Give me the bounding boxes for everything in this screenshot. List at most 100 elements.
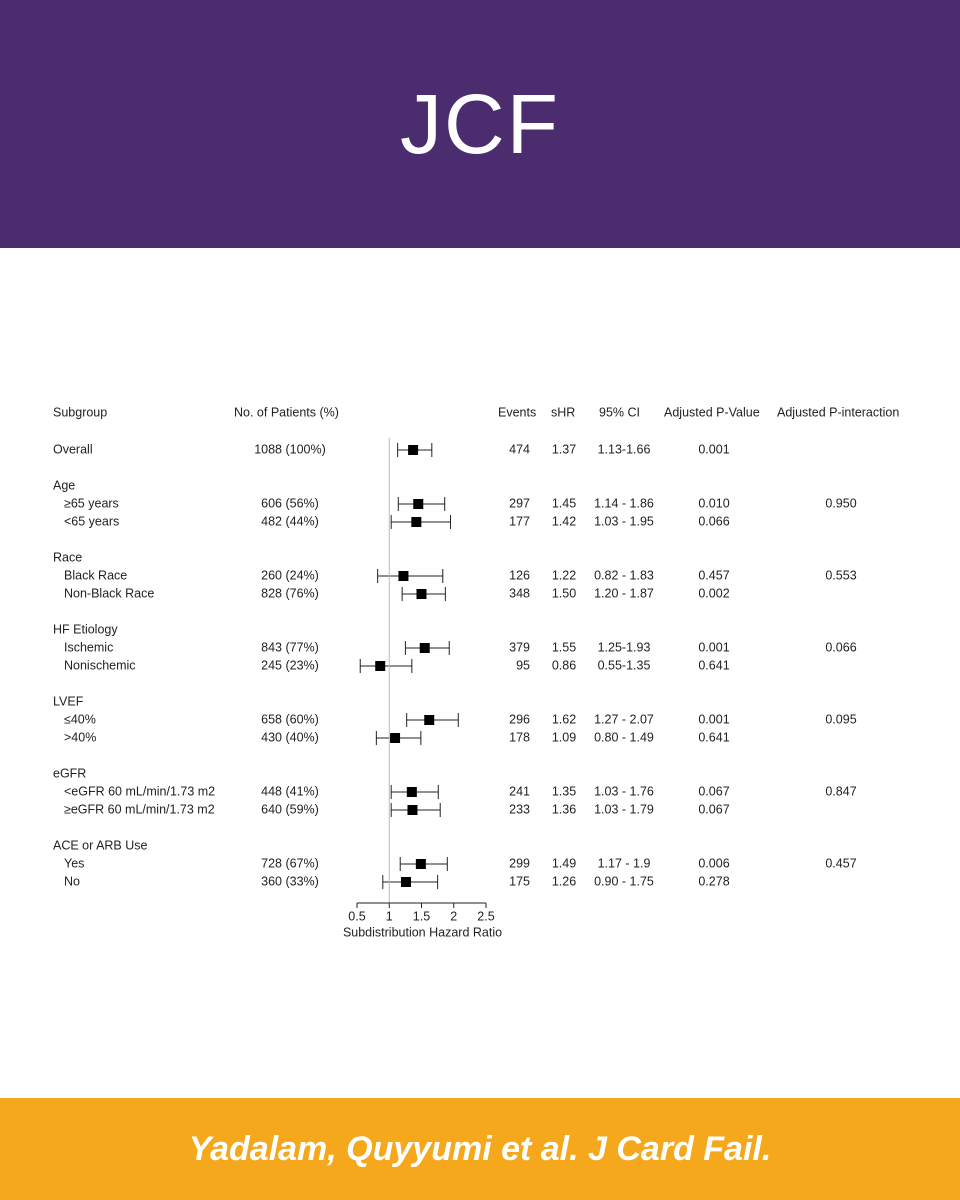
group-label: Race — [53, 550, 82, 564]
p-value: 0.002 — [698, 586, 729, 600]
patients: 260 (24%) — [261, 568, 319, 582]
p-interaction: 0.950 — [825, 496, 856, 510]
ci: 0.80 - 1.49 — [594, 730, 654, 744]
column-header: Adjusted P-interaction — [777, 405, 899, 419]
group-label: ACE or ARB Use — [53, 838, 148, 852]
events: 241 — [509, 784, 530, 798]
events: 297 — [509, 496, 530, 510]
patients: 658 (60%) — [261, 712, 319, 726]
row-label: Non-Black Race — [64, 586, 154, 600]
row-label: ≤40% — [64, 712, 96, 726]
ci: 1.27 - 2.07 — [594, 712, 654, 726]
ci: 1.14 - 1.86 — [594, 496, 654, 510]
events: 178 — [509, 730, 530, 744]
header-title: JCF — [0, 0, 960, 248]
p-interaction: 0.095 — [825, 712, 856, 726]
patients: 828 (76%) — [261, 586, 319, 600]
point-estimate — [406, 787, 417, 797]
ci: 1.03 - 1.79 — [594, 802, 654, 816]
point-estimate — [424, 715, 435, 725]
forest-plot: Subgroup No. of Patients (%) Events sHR 95% … — [53, 405, 899, 939]
shr: 0.86 — [552, 658, 576, 672]
shr: 1.45 — [552, 496, 576, 510]
row-label: >40% — [64, 730, 96, 744]
row-label: Nonischemic — [64, 658, 136, 672]
patients: 245 (23%) — [261, 658, 319, 672]
ci: 1.03 - 1.76 — [594, 784, 654, 798]
group-label: Age — [53, 478, 75, 492]
point-estimate — [375, 661, 386, 671]
point-estimate — [401, 877, 412, 887]
p-value: 0.010 — [698, 496, 729, 510]
events: 299 — [509, 856, 530, 870]
ci: 1.17 - 1.9 — [598, 856, 651, 870]
point-estimate — [398, 571, 409, 581]
ci: 0.90 - 1.75 — [594, 874, 654, 888]
ci: 1.25-1.93 — [598, 640, 651, 654]
point-estimate — [415, 859, 426, 869]
row-label: Black Race — [64, 568, 127, 582]
shr: 1.49 — [552, 856, 576, 870]
shr: 1.26 — [552, 874, 576, 888]
column-header: Events — [498, 405, 536, 419]
group-label: LVEF — [53, 694, 84, 708]
ci: 0.55-1.35 — [598, 658, 651, 672]
row-label: Yes — [64, 856, 84, 870]
patients: 728 (67%) — [261, 856, 319, 870]
point-estimate — [411, 517, 422, 527]
row-label: ≥eGFR 60 mL/min/1.73 m2 — [64, 802, 215, 816]
p-value: 0.001 — [698, 640, 729, 654]
patients: 843 (77%) — [261, 640, 319, 654]
ci: 0.82 - 1.83 — [594, 568, 654, 582]
p-interaction: 0.457 — [825, 856, 856, 870]
column-header: Adjusted P-Value — [664, 405, 760, 419]
p-value: 0.001 — [698, 442, 729, 456]
x-axis-label: Subdistribution Hazard Ratio — [343, 925, 502, 939]
p-interaction: 0.553 — [825, 568, 856, 582]
x-tick-label: 1 — [386, 909, 393, 923]
group-label: eGFR — [53, 766, 86, 780]
row-label: <65 years — [64, 514, 119, 528]
shr: 1.55 — [552, 640, 576, 654]
patients: 360 (33%) — [261, 874, 319, 888]
patients: 482 (44%) — [261, 514, 319, 528]
x-tick-label: 0.5 — [348, 909, 365, 923]
events: 95 — [516, 658, 530, 672]
ci: 1.13-1.66 — [598, 442, 651, 456]
p-value: 0.006 — [698, 856, 729, 870]
events: 348 — [509, 586, 530, 600]
p-value: 0.066 — [698, 514, 729, 528]
point-estimate — [408, 445, 419, 455]
patients: 606 (56%) — [261, 496, 319, 510]
p-value: 0.067 — [698, 784, 729, 798]
shr: 1.36 — [552, 802, 576, 816]
patients: 640 (59%) — [261, 802, 319, 816]
point-estimate — [407, 805, 418, 815]
group-label: HF Etiology — [53, 622, 118, 636]
point-estimate — [413, 499, 424, 509]
events: 175 — [509, 874, 530, 888]
column-header: No. of Patients (%) — [234, 405, 339, 419]
ci: 1.20 - 1.87 — [594, 586, 654, 600]
events: 126 — [509, 568, 530, 582]
shr: 1.35 — [552, 784, 576, 798]
shr: 1.62 — [552, 712, 576, 726]
column-header: sHR — [551, 405, 575, 419]
column-header: Subgroup — [53, 405, 107, 419]
events: 233 — [509, 802, 530, 816]
shr: 1.37 — [552, 442, 576, 456]
events: 474 — [509, 442, 530, 456]
p-interaction: 0.066 — [825, 640, 856, 654]
patients: 448 (41%) — [261, 784, 319, 798]
p-value: 0.457 — [698, 568, 729, 582]
p-value: 0.278 — [698, 874, 729, 888]
x-tick-label: 2.5 — [477, 909, 494, 923]
point-estimate — [390, 733, 401, 743]
shr: 1.22 — [552, 568, 576, 582]
patients: 1088 (100%) — [254, 442, 326, 456]
x-tick-label: 2 — [450, 909, 457, 923]
footer-citation: Yadalam, Quyyumi et al. J Card Fail. — [0, 1098, 960, 1200]
point-estimate — [416, 589, 427, 599]
column-header: 95% CI — [599, 405, 640, 419]
